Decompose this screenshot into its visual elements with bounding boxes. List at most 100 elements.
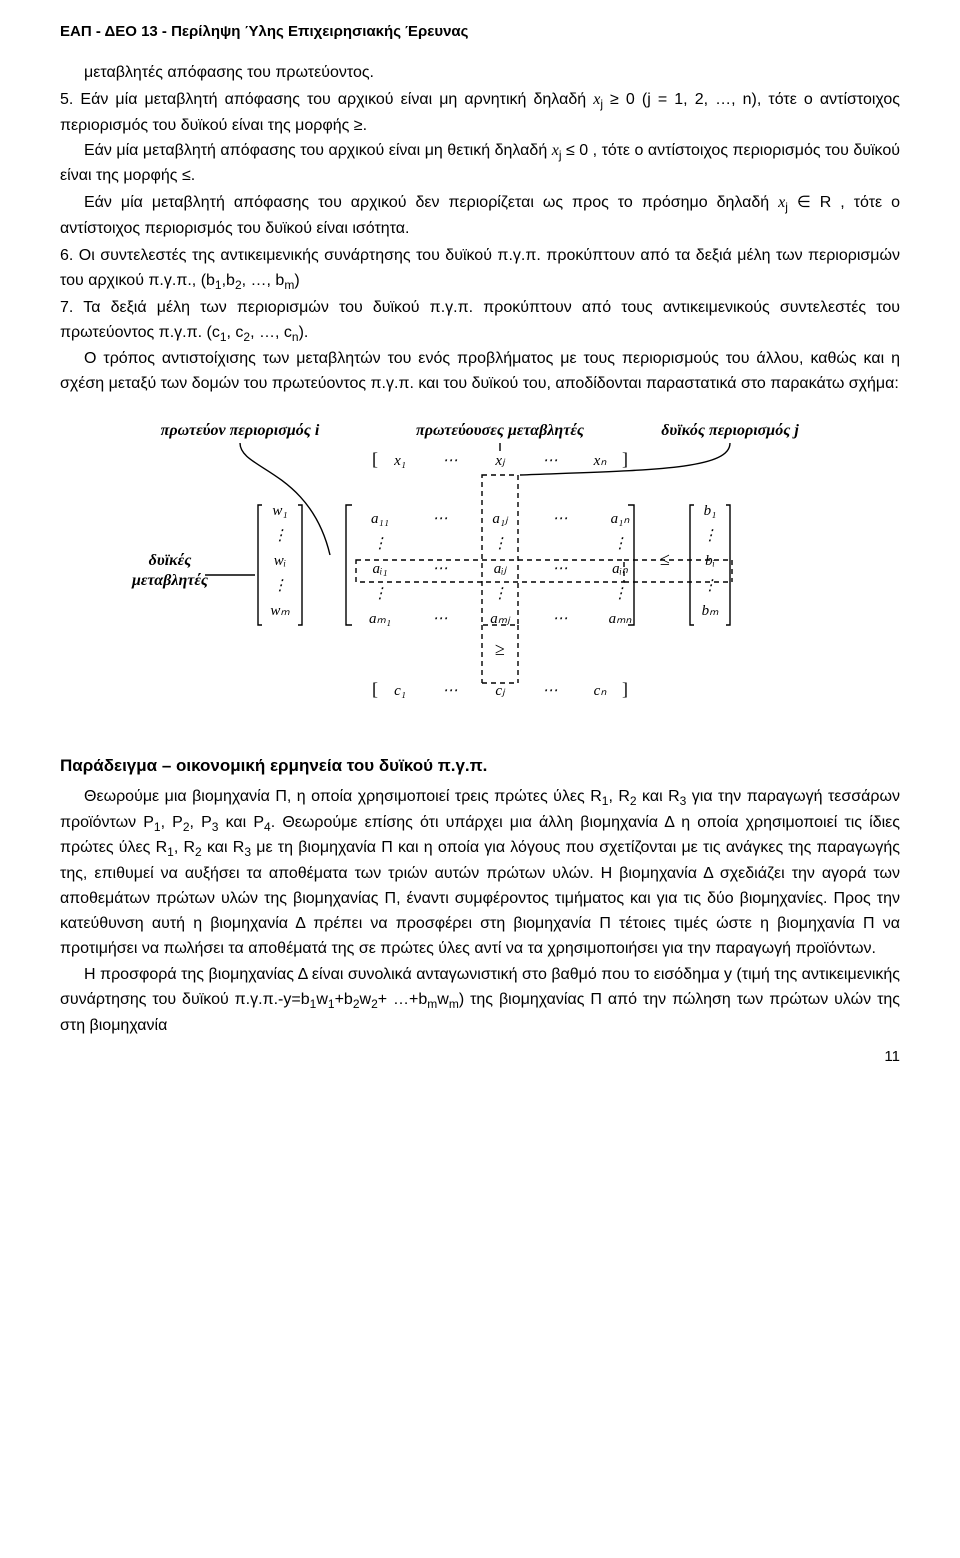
example-p2: Η προσφορά της βιομηχανίας Δ είναι συνολ…: [60, 963, 900, 1038]
e1r: 2: [195, 846, 202, 860]
math-xj2: x: [552, 142, 559, 159]
e2g: w: [360, 991, 372, 1008]
e1n: 4: [264, 820, 271, 834]
i7c: , c: [227, 324, 244, 341]
svg-text:aᵢⱼ: aᵢⱼ: [494, 561, 508, 577]
svg-text:aᵢₙ: aᵢₙ: [612, 561, 629, 577]
svg-text:δυϊκός περιορισμός j: δυϊκός περιορισμός j: [661, 422, 799, 439]
i6c: ,b: [222, 272, 235, 289]
svg-text:c₁: c₁: [394, 683, 406, 699]
e1j: 2: [183, 820, 190, 834]
i6b: 1: [215, 278, 222, 292]
svg-text:⋯: ⋯: [553, 511, 568, 527]
svg-text:wᵢ: wᵢ: [274, 553, 286, 569]
svg-text:⋮: ⋮: [373, 536, 388, 552]
i6d: 2: [235, 278, 242, 292]
e1h: 1: [154, 820, 161, 834]
svg-text:⋮: ⋮: [273, 528, 288, 544]
svg-text:πρωτεύουσες μεταβλητές: πρωτεύουσες μεταβλητές: [416, 422, 584, 439]
e1d: 2: [630, 794, 637, 808]
e1u: με τη βιομηχανία Π και η οποία για λόγου…: [60, 839, 900, 956]
svg-text:bᵢ: bᵢ: [705, 553, 715, 569]
i7f: n: [292, 330, 299, 344]
svg-text:aₘ₁: aₘ₁: [369, 611, 391, 627]
page-number: 11: [60, 1045, 900, 1068]
i6f: m: [284, 278, 294, 292]
e1a: Θεωρούμε μια βιομηχανία Π, η οποία χρησι…: [84, 788, 602, 805]
svg-text:⋮: ⋮: [273, 578, 288, 594]
e1q: , R: [174, 839, 195, 856]
svg-text:aₘₙ: aₘₙ: [609, 611, 633, 627]
svg-text:⋯: ⋯: [433, 561, 448, 577]
e2l: m: [449, 997, 459, 1011]
e2h: 2: [371, 997, 378, 1011]
svg-text:≤: ≤: [660, 549, 670, 569]
svg-text:⋮: ⋮: [613, 536, 628, 552]
item-7: 7. Τα δεξιά μέλη των περιορισμών του δυϊ…: [60, 296, 900, 347]
svg-text:⋯: ⋯: [543, 683, 558, 699]
svg-text:⋯: ⋯: [433, 611, 448, 627]
i6g: ): [294, 272, 299, 289]
e1m: και P: [218, 814, 264, 831]
e2j: m: [427, 997, 437, 1011]
svg-text:⋯: ⋯: [543, 453, 558, 469]
svg-text:⋮: ⋮: [493, 586, 508, 602]
svg-text:⋯: ⋯: [443, 453, 458, 469]
e1s: και R: [202, 839, 245, 856]
svg-text:cₙ: cₙ: [594, 683, 608, 699]
e2k: w: [437, 991, 449, 1008]
svg-text:bₘ: bₘ: [702, 603, 720, 619]
doc-header: ΕΑΠ - ΔΕΟ 13 - Περίληψη Ύλης Επιχειρησια…: [60, 20, 900, 43]
svg-text:a₁ⱼ: a₁ⱼ: [492, 511, 509, 527]
section-title: Παράδειγμα – οικονομική ερμηνεία του δυϊ…: [60, 753, 900, 779]
svg-text:]: ]: [622, 449, 628, 469]
i6e: , …, b: [242, 272, 285, 289]
p-mapping: Ο τρόπος αντιστοίχισης των μεταβλητών το…: [60, 347, 900, 397]
svg-text:wₘ: wₘ: [270, 603, 290, 619]
svg-text:πρωτεύον περιορισμός i: πρωτεύον περιορισμός i: [161, 422, 320, 439]
svg-text:x₁: x₁: [393, 453, 406, 469]
e1t: 3: [244, 846, 251, 860]
e2f: 2: [353, 997, 360, 1011]
item-5: 5. Εάν μία μεταβλητή απόφασης του αρχικο…: [60, 88, 900, 139]
svg-text:xₙ: xₙ: [593, 453, 608, 469]
e1c: , R: [608, 788, 629, 805]
s5s2a: Εάν μία μεταβλητή απόφασης του αρχικού δ…: [84, 194, 778, 211]
svg-text:δυϊκές: δυϊκές: [149, 552, 192, 569]
e2d: 1: [328, 997, 335, 1011]
item-5-sub1: Εάν μία μεταβλητή απόφασης του αρχικού ε…: [60, 139, 900, 190]
item-5-sub2: Εάν μία μεταβλητή απόφασης του αρχικού δ…: [60, 191, 900, 242]
e2c: w: [316, 991, 328, 1008]
i6a: 6. Οι συντελεστές της αντικειμενικής συν…: [60, 247, 900, 289]
i7e: , …, c: [250, 324, 292, 341]
svg-text:⋮: ⋮: [493, 536, 508, 552]
e1e: και R: [637, 788, 680, 805]
diagram-svg: πρωτεύον περιορισμός i πρωτεύουσες μεταβλ…: [110, 415, 850, 735]
svg-text:⋯: ⋯: [553, 611, 568, 627]
e1k: , P: [190, 814, 212, 831]
svg-text:aᵢ₁: aᵢ₁: [372, 561, 387, 577]
item-5-a: 5. Εάν μία μεταβλητή απόφασης του αρχικο…: [60, 91, 593, 108]
p-vars-primal: μεταβλητές απόφασης του πρωτεύοντος.: [60, 61, 900, 86]
i7a: 7. Τα δεξιά μέλη των περιορισμών του δυϊ…: [60, 299, 900, 341]
svg-text:a₁ₙ: a₁ₙ: [611, 511, 631, 527]
primal-dual-diagram: πρωτεύον περιορισμός i πρωτεύουσες μεταβλ…: [60, 415, 900, 735]
svg-text:≥: ≥: [495, 639, 505, 659]
svg-text:a₁₁: a₁₁: [371, 511, 389, 527]
e2i: + …+b: [378, 991, 428, 1008]
svg-text:[: [: [372, 449, 378, 469]
svg-text:w₁: w₁: [272, 503, 287, 519]
svg-text:⋯: ⋯: [433, 511, 448, 527]
svg-text:]: ]: [622, 679, 628, 699]
svg-text:⋯: ⋯: [443, 683, 458, 699]
svg-text:[: [: [372, 679, 378, 699]
item-6: 6. Οι συντελεστές της αντικειμενικής συν…: [60, 244, 900, 295]
svg-text:b₁: b₁: [704, 503, 717, 519]
s5s1a: Εάν μία μεταβλητή απόφασης του αρχικού ε…: [84, 142, 552, 159]
svg-text:⋮: ⋮: [703, 578, 718, 594]
svg-text:μεταβλητές: μεταβλητές: [131, 572, 208, 589]
svg-text:cⱼ: cⱼ: [495, 683, 506, 699]
i7b: 1: [220, 330, 227, 344]
e1i: , P: [161, 814, 183, 831]
svg-text:⋮: ⋮: [703, 528, 718, 544]
